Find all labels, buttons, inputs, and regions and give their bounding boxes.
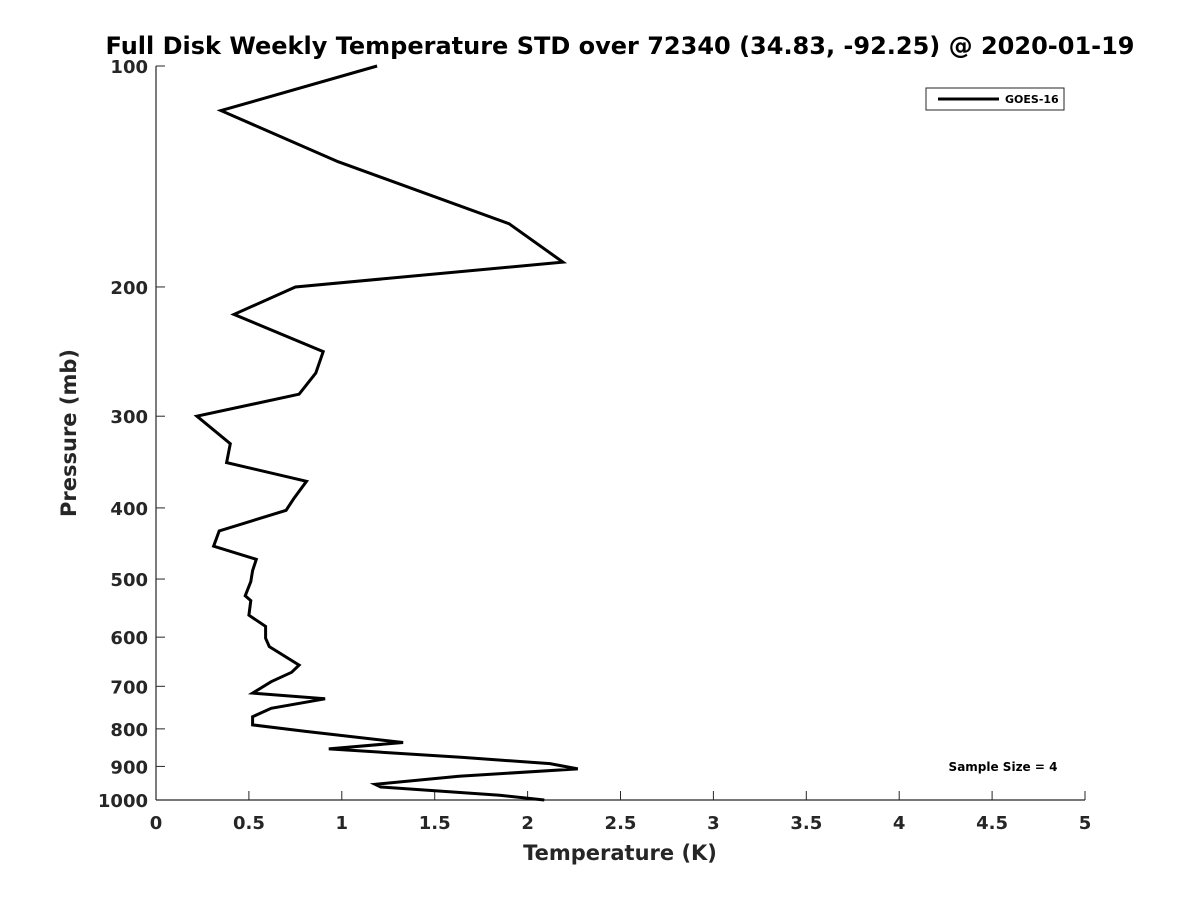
y-tick-label: 400 (110, 499, 148, 520)
legend-label-goes-16: GOES-16 (1005, 93, 1059, 106)
series-line-goes-16 (193, 64, 579, 802)
x-tick-label: 1 (336, 813, 349, 834)
x-tick-label: 5 (1079, 813, 1092, 834)
y-ticks: 100 200 300 400 500 600 700 800 900 1000 (98, 57, 165, 812)
legend: GOES-16 (925, 87, 1065, 111)
series-layer (193, 64, 579, 802)
y-tick-label: 700 (110, 677, 148, 698)
sample-size-annotation: Sample Size = 4 (949, 760, 1058, 774)
y-tick-label: 300 (110, 407, 148, 428)
x-tick-label: 2 (521, 813, 534, 834)
y-tick-label: 500 (110, 570, 148, 591)
x-tick-label: 2.5 (605, 813, 637, 834)
x-tick-label: 3 (707, 813, 720, 834)
x-tick-label: 4 (893, 813, 906, 834)
axes (155, 66, 1085, 801)
x-tick-label: 0.5 (233, 813, 265, 834)
x-tick-label: 0 (150, 813, 163, 834)
x-tick-label: 4.5 (976, 813, 1008, 834)
y-tick-label: 100 (110, 57, 148, 78)
y-tick-label: 1000 (98, 791, 148, 812)
y-tick-label: 800 (110, 720, 148, 741)
x-axis-label: Temperature (K) (523, 841, 717, 865)
x-ticks: 0 0.5 1 1.5 2 2.5 3 3.5 4 4.5 5 (150, 791, 1092, 834)
y-tick-label: 600 (110, 628, 148, 649)
y-tick-label: 200 (110, 278, 148, 299)
x-tick-label: 1.5 (419, 813, 451, 834)
y-axis-label: Pressure (mb) (57, 349, 81, 517)
chart-title: Full Disk Weekly Temperature STD over 72… (106, 32, 1135, 60)
y-tick-label: 900 (110, 757, 148, 778)
x-tick-label: 3.5 (790, 813, 822, 834)
